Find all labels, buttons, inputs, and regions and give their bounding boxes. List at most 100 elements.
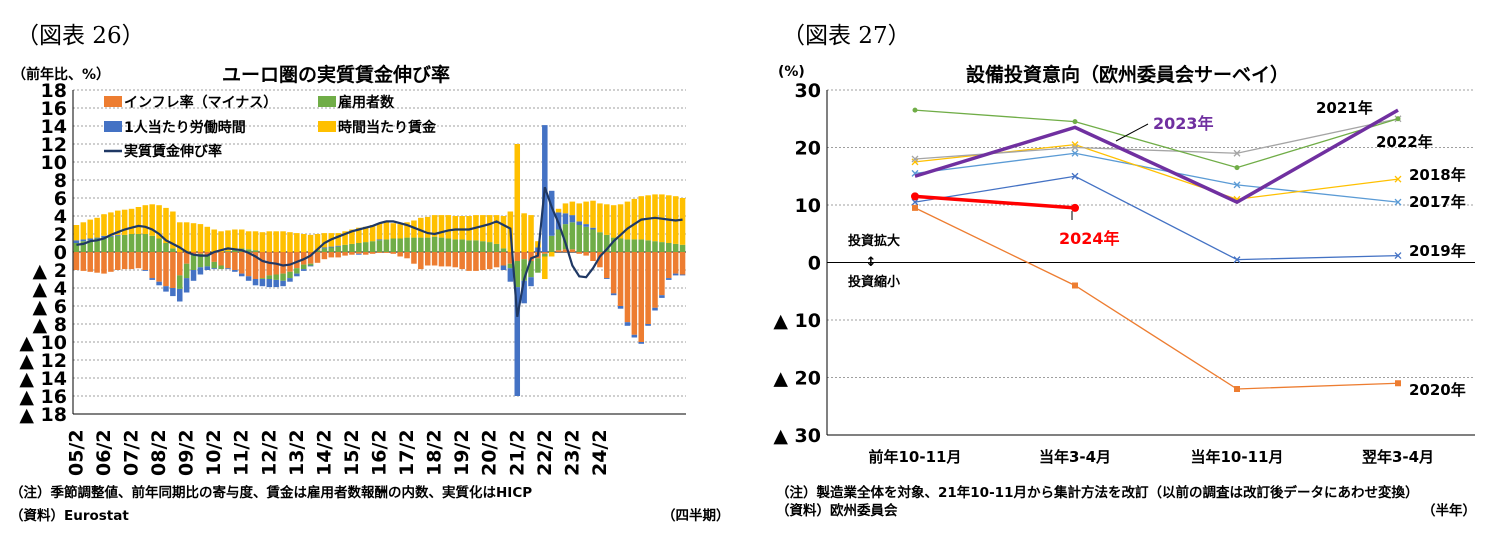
bar-inflation	[679, 252, 686, 275]
bar-inflation	[576, 252, 582, 254]
bar-employment	[672, 243, 679, 252]
bar-hours	[569, 215, 576, 223]
bar-hours	[149, 278, 155, 280]
bar-employment	[204, 255, 211, 267]
bar-employment	[528, 261, 534, 278]
bar-hourly-wage	[521, 213, 527, 252]
bar-inflation	[507, 252, 514, 264]
bar-employment	[404, 237, 410, 252]
bar-inflation	[617, 252, 624, 306]
bar-hours	[94, 237, 100, 239]
x-tick-label: 11/2	[231, 429, 253, 476]
y-tick-label: 2	[54, 224, 67, 246]
bar-employment	[280, 273, 286, 281]
bar-inflation	[87, 252, 93, 272]
bar-hourly-wage	[480, 215, 486, 242]
bar-employment	[163, 243, 169, 252]
bar-employment	[335, 246, 341, 252]
bar-employment	[480, 241, 486, 252]
bar-hours	[335, 245, 341, 247]
bar-inflation	[521, 252, 527, 260]
source-right: （資料）欧州委員会	[776, 503, 898, 519]
bar-hours	[610, 293, 617, 296]
bar-inflation	[142, 252, 149, 270]
bar-inflation	[404, 252, 410, 259]
bar-hourly-wage	[535, 241, 541, 248]
y-tick-label: 16	[41, 98, 67, 120]
bar-hourly-wage	[404, 222, 410, 238]
bar-inflation	[94, 252, 100, 273]
bar-hourly-wage	[321, 233, 328, 248]
bar-employment	[638, 239, 644, 252]
bar-hours	[590, 227, 596, 230]
bar-inflation	[280, 252, 286, 274]
bar-hourly-wage	[528, 215, 534, 252]
period-label-left: （四半期）	[662, 508, 730, 524]
bar-inflation	[314, 252, 321, 263]
bar-hourly-wage	[238, 229, 245, 249]
source-left: （資料）Eurostat	[10, 508, 129, 524]
bar-inflation	[390, 252, 397, 254]
bar-inflation	[170, 252, 176, 288]
bar-inflation	[362, 252, 369, 255]
bar-inflation	[597, 252, 603, 268]
y-tick-label: ▲ 2	[33, 260, 67, 282]
bar-hourly-wage	[542, 256, 548, 279]
bar-hours	[638, 342, 644, 344]
bar-inflation	[218, 252, 224, 266]
bar-employment	[183, 263, 190, 279]
bar-employment	[666, 243, 672, 252]
bar-hours	[73, 240, 80, 243]
bar-hours	[500, 265, 507, 270]
bar-hourly-wage	[300, 234, 307, 252]
y-tick-label: ▲ 4	[33, 278, 67, 300]
bar-employment	[390, 238, 397, 252]
y-tick-label: ▲ 10	[19, 332, 67, 354]
bar-hourly-wage	[342, 231, 348, 245]
bar-hours	[376, 239, 383, 241]
bar-hours	[356, 253, 362, 255]
bar-hourly-wage	[73, 225, 80, 241]
x-tick-label: 08/2	[148, 429, 170, 476]
bar-hourly-wage	[397, 224, 403, 239]
bar-inflation	[659, 252, 665, 296]
bar-employment	[135, 234, 142, 252]
bar-employment	[576, 225, 582, 252]
bar-employment	[424, 237, 431, 252]
bar-inflation	[459, 252, 465, 270]
bar-inflation	[500, 252, 507, 266]
y-tick-label: ▲ 8	[33, 314, 67, 336]
bar-hours	[294, 273, 300, 277]
bar-inflation	[369, 252, 376, 254]
bar-employment	[128, 234, 135, 252]
y-unit-left: （前年比、%）	[12, 67, 111, 83]
bar-inflation	[445, 252, 452, 267]
bar-employment	[597, 232, 603, 252]
bar-hourly-wage	[280, 231, 286, 252]
bar-hourly-wage	[87, 219, 93, 239]
bar-inflation	[211, 252, 217, 262]
bar-employment	[617, 238, 624, 252]
bar-employment	[514, 261, 521, 288]
bar-hours	[232, 270, 238, 272]
bar-hourly-wage	[156, 205, 162, 239]
bar-employment	[101, 237, 107, 252]
bar-hours	[190, 270, 197, 281]
bar-hours	[521, 280, 527, 304]
figure-label-right: （図表 27）	[782, 23, 911, 49]
y-tick-label: 6	[54, 188, 67, 210]
bar-hourly-wage	[121, 209, 128, 235]
y-tick-label: ▲ 12	[19, 350, 67, 372]
bar-hourly-wage	[183, 222, 190, 252]
bar-hourly-wage	[266, 231, 273, 252]
x-tick-label: 09/2	[176, 429, 198, 476]
bar-employment	[569, 222, 576, 250]
bar-inflation	[652, 252, 658, 308]
bar-employment	[87, 240, 93, 252]
bar-employment	[170, 248, 176, 252]
bar-hourly-wage	[418, 217, 424, 238]
bar-employment	[679, 244, 686, 252]
bar-employment	[287, 271, 293, 279]
bar-inflation	[232, 252, 238, 270]
